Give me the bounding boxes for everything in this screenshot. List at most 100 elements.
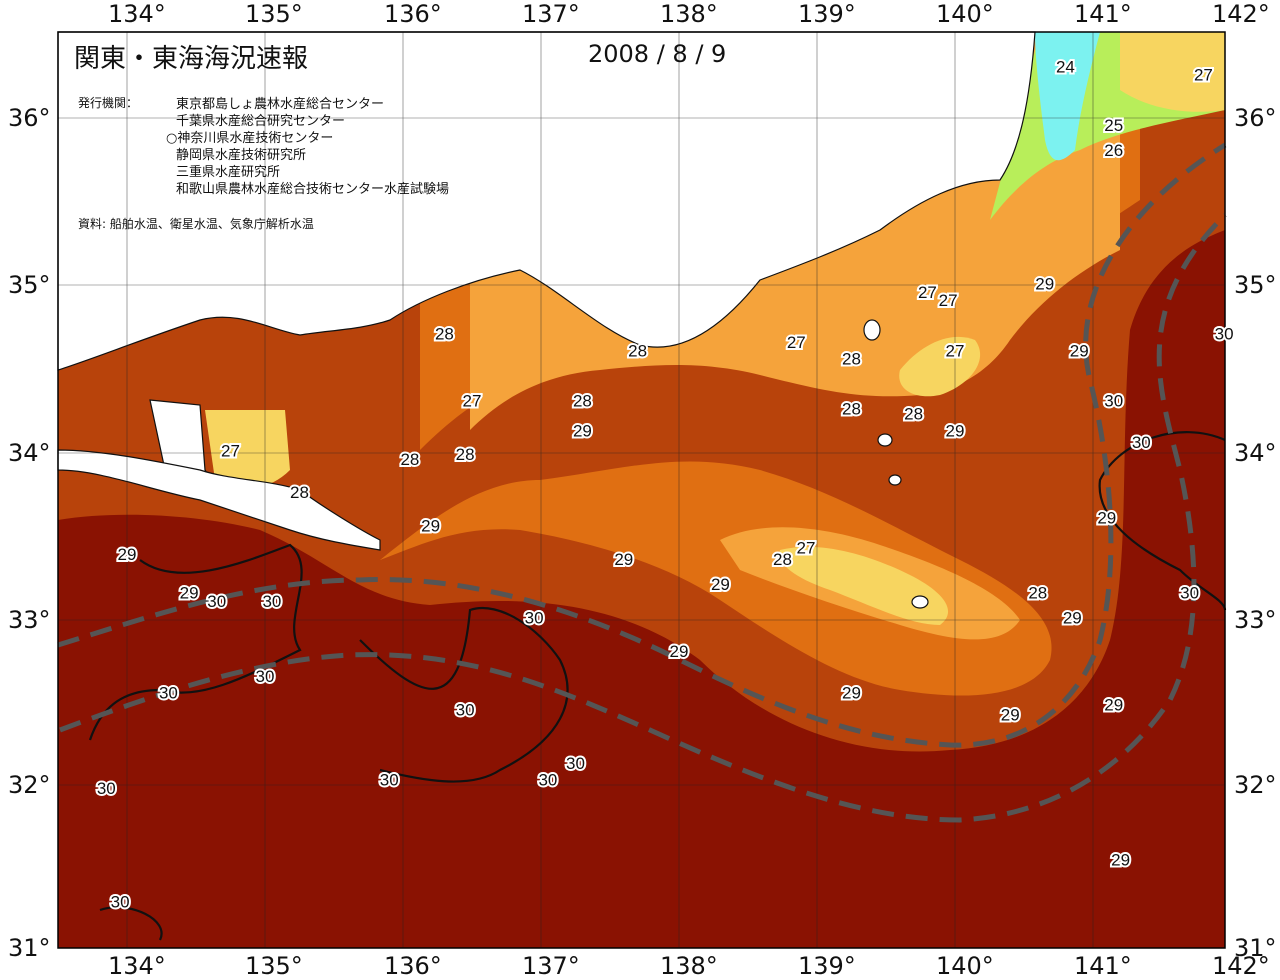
isotherm-label: 28 xyxy=(773,550,792,569)
isotherm-contours xyxy=(88,431,1227,941)
isotherm-label: 27 xyxy=(1194,66,1213,85)
isotherm-label: 29 xyxy=(946,421,965,440)
isotherm-label: 29 xyxy=(573,421,592,440)
isotherm-label: 27 xyxy=(787,333,806,352)
sea-region-28 xyxy=(380,461,1052,696)
axis-lon-bottom-140: 140° xyxy=(936,952,994,980)
isotherm-label: 30 xyxy=(456,700,475,719)
isotherm-label: 27 xyxy=(918,283,937,302)
isotherm-label: 28 xyxy=(456,445,475,464)
publisher-1: 東京都島しょ農林水産総合センター xyxy=(176,97,385,112)
isotherm-30-west xyxy=(88,543,303,741)
land-miyakejima xyxy=(888,474,902,486)
isotherm-label: 24 xyxy=(1056,57,1075,76)
isotherm-label: 29 xyxy=(1111,851,1130,870)
axis-lon-bottom-134: 134° xyxy=(108,952,166,980)
isotherm-label: 25 xyxy=(1104,116,1123,135)
axis-lat-right-35: 35° xyxy=(1234,271,1277,299)
axis-lon-bottom-138: 138° xyxy=(660,952,718,980)
land-honshu xyxy=(57,31,1036,371)
axis-lon-top-134: 134° xyxy=(108,0,166,28)
axis-lat-left-31: 31° xyxy=(8,934,51,962)
axis-lon-bottom-142: 142° xyxy=(1212,952,1270,980)
sea-region-26 xyxy=(779,546,949,625)
map-title: 関東・東海海況速報 xyxy=(74,44,309,74)
kuroshio-axis-north xyxy=(57,142,1227,748)
isotherm-label: 29 xyxy=(711,575,730,594)
isotherm-30-center xyxy=(359,607,569,783)
isotherm-label: 30 xyxy=(111,892,130,911)
land-masses xyxy=(57,31,1036,609)
kuroshio-axis-south xyxy=(59,213,1227,823)
axis-lon-top-136: 136° xyxy=(384,0,442,28)
isotherm-label: 27 xyxy=(463,391,482,410)
isotherm-label: 30 xyxy=(1215,325,1234,344)
kuroshio-axis-lines xyxy=(57,142,1227,823)
axis-lat-left-32: 32° xyxy=(8,771,51,799)
isotherm-label: 28 xyxy=(842,400,861,419)
isotherm-label: 29 xyxy=(670,642,689,661)
isotherm-label: 27 xyxy=(939,291,958,310)
axis-lat-right-31: 31° xyxy=(1234,934,1277,962)
isotherm-label: 30 xyxy=(538,770,557,789)
isotherm-label: 28 xyxy=(435,325,454,344)
isotherm-label: 29 xyxy=(614,550,633,569)
axis-lon-top-138: 138° xyxy=(660,0,718,28)
isotherm-label: 29 xyxy=(1070,341,1089,360)
land-izu-oshima xyxy=(863,319,881,341)
publisher-label: 発行機関： xyxy=(78,96,139,110)
axis-lon-top-137: 137° xyxy=(522,0,580,28)
axis-lon-bottom-141: 141° xyxy=(1074,952,1132,980)
axis-lat-left-35: 35° xyxy=(8,271,51,299)
axis-lat-right-34: 34° xyxy=(1234,439,1277,467)
isotherm-label: 29 xyxy=(1097,508,1116,527)
axis-lat-left-36: 36° xyxy=(8,104,51,132)
isotherm-label: 30 xyxy=(1132,433,1151,452)
isotherm-30-east xyxy=(1098,431,1227,611)
publisher-2: 千葉県水産総合研究センター xyxy=(176,114,346,129)
sea-region-27-bay xyxy=(205,410,290,489)
publisher-5: 三重県水産研究所 xyxy=(176,165,281,180)
isotherm-label: 30 xyxy=(256,667,275,686)
axis-lat-left-33: 33° xyxy=(8,606,51,634)
isotherm-label: 29 xyxy=(1104,695,1123,714)
axis-lon-bottom-136: 136° xyxy=(384,952,442,980)
axis-lat-left-34: 34° xyxy=(8,439,51,467)
land-niijima xyxy=(877,433,893,447)
isotherm-label: 30 xyxy=(525,608,544,627)
isotherm-label: 29 xyxy=(1063,608,1082,627)
publisher-6: 和歌山県農林水産総合技術センター水産試験場 xyxy=(176,182,450,197)
sea-region-24 xyxy=(1035,32,1100,161)
isotherm-label: 28 xyxy=(1028,583,1047,602)
land-shikoku xyxy=(57,449,381,551)
sea-region-26-north xyxy=(899,336,981,397)
isotherm-label: 30 xyxy=(1180,583,1199,602)
axis-lon-bottom-135: 135° xyxy=(245,952,303,980)
isotherm-label: 28 xyxy=(290,483,309,502)
isotherm-label: 27 xyxy=(796,538,815,557)
isotherm-label: 29 xyxy=(842,684,861,703)
isotherm-label: 26 xyxy=(1104,141,1123,160)
graticule xyxy=(58,32,1225,948)
axis-lon-top-141: 141° xyxy=(1074,0,1132,28)
publisher-3: ○神奈川県水産技術センター xyxy=(166,131,334,146)
map-date: 2008 / 8 / 9 xyxy=(588,40,727,68)
axis-lon-top-139: 139° xyxy=(798,0,856,28)
axis-lat-right-33: 33° xyxy=(1234,606,1277,634)
isotherm-label: 28 xyxy=(904,405,923,424)
isotherm-label: 30 xyxy=(97,779,116,798)
axis-lon-top-142: 142° xyxy=(1212,0,1270,28)
land-hachijojima xyxy=(911,595,929,609)
isotherm-label: 27 xyxy=(946,341,965,360)
isotherm-label: 30 xyxy=(1104,391,1123,410)
isotherm-30-south xyxy=(99,906,163,941)
axis-lat-right-36: 36° xyxy=(1234,104,1277,132)
isotherm-label: 28 xyxy=(628,341,647,360)
isotherm-label: 30 xyxy=(380,770,399,789)
publisher-4: 静岡県水産技術研究所 xyxy=(176,148,307,163)
isotherm-label: 30 xyxy=(207,592,226,611)
isotherm-label: 28 xyxy=(842,350,861,369)
map-frame xyxy=(57,31,1226,949)
sea-region-26-east xyxy=(1120,32,1225,112)
